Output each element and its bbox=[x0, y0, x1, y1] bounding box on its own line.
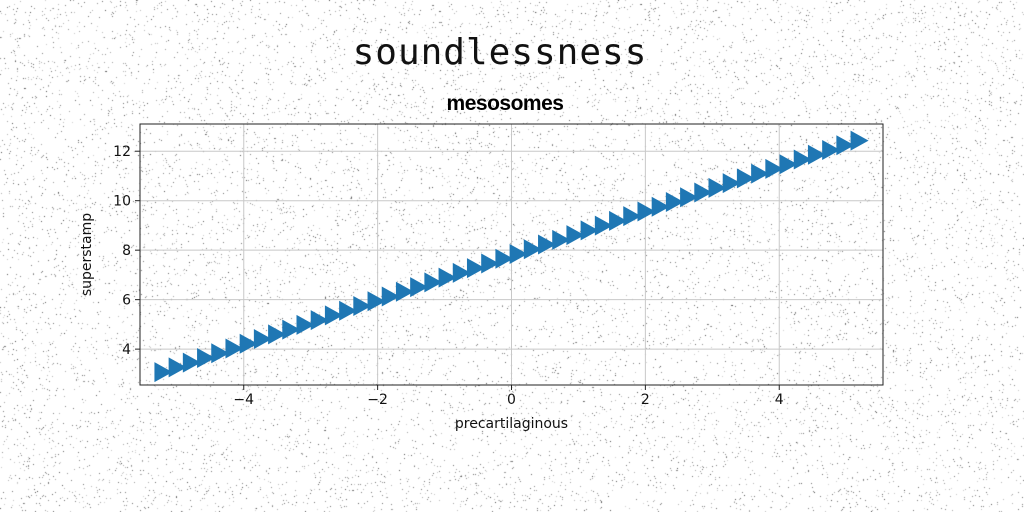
data-point-marker bbox=[182, 352, 201, 373]
data-point-marker bbox=[523, 239, 542, 260]
data-point-marker bbox=[552, 229, 571, 250]
data-point-marker bbox=[722, 173, 741, 194]
tick-marks bbox=[135, 150, 780, 390]
data-point-marker bbox=[850, 130, 869, 151]
data-point-marker bbox=[694, 182, 713, 203]
figure-suptitle: soundlessness bbox=[352, 32, 648, 73]
data-point-marker bbox=[197, 347, 216, 368]
data-point-marker bbox=[395, 281, 414, 302]
chart-title: mesosomes bbox=[446, 92, 564, 115]
data-point-marker bbox=[466, 258, 485, 279]
data-point-marker bbox=[765, 158, 784, 179]
data-point-marker bbox=[736, 168, 755, 189]
data-point-marker bbox=[793, 149, 812, 170]
data-point-marker bbox=[339, 300, 358, 321]
data-point-marker bbox=[708, 177, 727, 198]
data-point-marker bbox=[651, 196, 670, 217]
data-point-marker bbox=[822, 140, 841, 161]
data-point-marker bbox=[609, 210, 628, 231]
x-axis-label: precartilaginous bbox=[455, 416, 568, 432]
y-tick-label: 4 bbox=[122, 342, 131, 358]
data-point-marker bbox=[637, 201, 656, 222]
data-point-marker bbox=[836, 135, 855, 156]
data-point-marker bbox=[225, 338, 244, 359]
data-point-marker bbox=[623, 206, 642, 227]
data-point-marker bbox=[324, 305, 343, 326]
x-tick-label: 0 bbox=[507, 392, 516, 408]
data-point-marker bbox=[424, 272, 443, 293]
x-tick-label: −4 bbox=[233, 392, 254, 408]
y-tick-label: 6 bbox=[122, 293, 131, 309]
data-markers bbox=[154, 130, 869, 383]
data-point-marker bbox=[253, 329, 272, 350]
data-point-marker bbox=[538, 234, 557, 255]
data-point-marker bbox=[282, 319, 301, 340]
data-point-marker bbox=[680, 187, 699, 208]
data-point-marker bbox=[751, 163, 770, 184]
y-tick-label: 10 bbox=[113, 194, 131, 210]
data-point-marker bbox=[779, 154, 798, 175]
x-tick-label: 2 bbox=[641, 392, 650, 408]
data-point-marker bbox=[509, 243, 528, 264]
data-point-marker bbox=[268, 324, 287, 345]
x-tick-label: −2 bbox=[367, 392, 388, 408]
data-point-marker bbox=[665, 192, 684, 213]
data-point-marker bbox=[580, 220, 599, 241]
data-point-marker bbox=[211, 343, 230, 364]
data-point-marker bbox=[566, 225, 585, 246]
data-point-marker bbox=[495, 248, 514, 269]
data-point-marker bbox=[410, 277, 429, 298]
data-point-marker bbox=[807, 144, 826, 165]
data-point-marker bbox=[310, 310, 329, 331]
y-tick-label: 12 bbox=[113, 144, 131, 160]
data-point-marker bbox=[594, 215, 613, 236]
data-point-marker bbox=[154, 362, 173, 383]
data-point-marker bbox=[168, 357, 187, 378]
y-tick-label: 8 bbox=[122, 243, 131, 259]
data-point-marker bbox=[438, 267, 457, 288]
data-point-marker bbox=[367, 291, 386, 312]
data-point-marker bbox=[353, 295, 372, 316]
data-point-marker bbox=[452, 262, 471, 283]
data-point-marker bbox=[481, 253, 500, 274]
data-point-marker bbox=[381, 286, 400, 307]
x-tick-label: 4 bbox=[775, 392, 784, 408]
data-point-marker bbox=[296, 314, 315, 335]
y-axis-label: superstamp bbox=[79, 213, 95, 296]
data-point-marker bbox=[239, 333, 258, 354]
